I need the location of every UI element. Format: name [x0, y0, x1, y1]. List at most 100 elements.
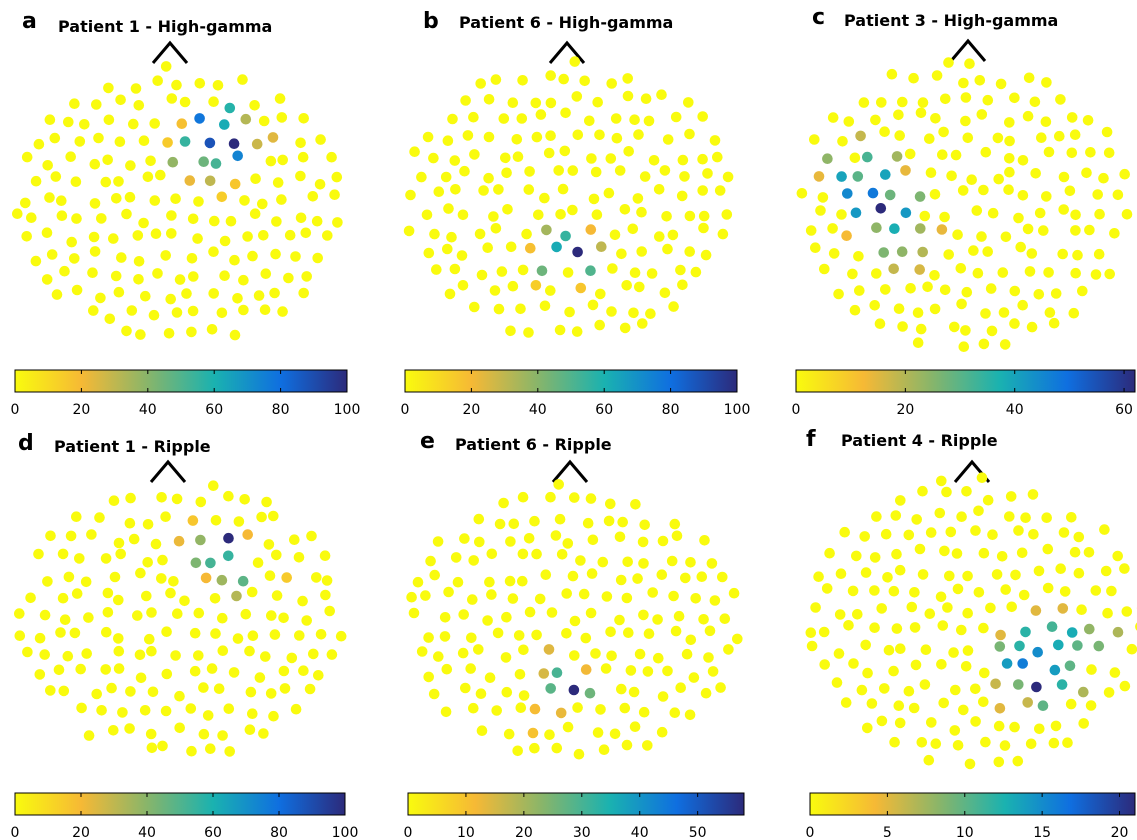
nose-marker	[551, 459, 589, 483]
electrode	[862, 667, 873, 679]
electrode	[1092, 189, 1103, 200]
electrode-active	[194, 113, 205, 124]
electrode	[970, 716, 981, 727]
electrode-active	[538, 668, 550, 679]
electrode	[116, 252, 127, 263]
electrode	[515, 702, 527, 713]
electrode	[474, 228, 486, 240]
electrode-active	[530, 280, 542, 291]
electrode	[146, 645, 157, 657]
electrode	[622, 556, 633, 568]
electrode	[266, 610, 277, 621]
electrode	[186, 745, 197, 757]
electrode	[314, 179, 326, 190]
colorbar: 0 5 10 15 20	[806, 792, 1136, 840]
electrode	[128, 533, 140, 545]
electrode	[475, 78, 487, 89]
electrode	[100, 553, 112, 564]
electrode	[157, 740, 168, 752]
electrode-active	[880, 169, 891, 180]
electrode	[837, 136, 848, 147]
electrode	[957, 185, 969, 196]
colorbar-tick-label: 20	[72, 402, 90, 418]
electrode	[503, 728, 515, 740]
electrode	[993, 173, 1004, 185]
electrode-active	[527, 727, 539, 739]
electrode-group	[406, 479, 743, 760]
electrode	[276, 194, 287, 205]
electrode-active	[1057, 603, 1069, 614]
electrode	[240, 608, 252, 620]
electrode	[637, 318, 648, 329]
electrode	[600, 663, 612, 674]
electrode	[69, 253, 80, 264]
electrode-active	[915, 223, 926, 234]
electrode-active	[850, 207, 862, 219]
electrode	[642, 740, 653, 751]
electrode	[848, 658, 859, 669]
electrode	[1090, 585, 1102, 596]
electrode	[208, 288, 219, 299]
electrode	[582, 517, 594, 529]
electrode	[622, 73, 633, 84]
electrode-active	[560, 230, 571, 242]
panel-letter: f	[806, 427, 816, 452]
electrode	[69, 98, 80, 109]
electrode	[937, 620, 949, 631]
electrode	[961, 486, 972, 497]
electrode	[836, 209, 847, 220]
electrode	[193, 607, 205, 619]
electrode	[706, 558, 718, 569]
electrode	[45, 685, 56, 696]
electrode	[205, 743, 216, 754]
electrode	[446, 231, 457, 243]
electrode	[1066, 147, 1078, 159]
electrode	[1090, 269, 1102, 280]
electrode	[106, 682, 117, 694]
electrode	[894, 130, 905, 141]
electrode	[698, 614, 709, 625]
electrode-active	[995, 629, 1006, 641]
panel-letter: c	[812, 5, 825, 30]
colorbar: 0 20 40 60 80 100	[11, 369, 360, 418]
electrode-active	[1066, 627, 1078, 638]
electrode-active	[1093, 640, 1105, 652]
electrode	[450, 552, 462, 563]
electrode	[1066, 112, 1078, 123]
electrode	[166, 210, 177, 221]
electrode	[1070, 225, 1081, 236]
electrode	[523, 533, 535, 544]
electrode	[529, 515, 540, 527]
electrode	[996, 551, 1008, 562]
electrode-active	[1046, 621, 1058, 632]
electrode	[919, 679, 931, 690]
electrode-active	[990, 678, 1001, 690]
electrode	[297, 151, 309, 163]
electrode	[458, 609, 470, 620]
electrode	[152, 268, 163, 279]
electrode	[897, 96, 908, 108]
electrode	[669, 707, 681, 718]
electrode	[277, 306, 288, 317]
electrode	[623, 146, 634, 157]
electrode-active	[551, 241, 562, 253]
electrode	[1016, 547, 1028, 559]
electrode	[56, 195, 67, 206]
electrode	[135, 672, 147, 684]
electrode	[30, 175, 42, 187]
electrode	[938, 697, 949, 709]
electrode	[562, 721, 574, 733]
electrode	[416, 646, 428, 657]
electrode	[20, 197, 31, 209]
electrode-group	[11, 61, 343, 341]
electrode	[187, 213, 199, 225]
electrode	[258, 115, 270, 127]
electrode	[278, 665, 290, 677]
electrode	[265, 155, 277, 167]
electrode	[719, 613, 731, 624]
electrode	[440, 171, 452, 183]
electrode	[609, 728, 621, 740]
electrode	[113, 537, 125, 549]
electrode	[272, 177, 284, 188]
electrode	[580, 632, 592, 644]
